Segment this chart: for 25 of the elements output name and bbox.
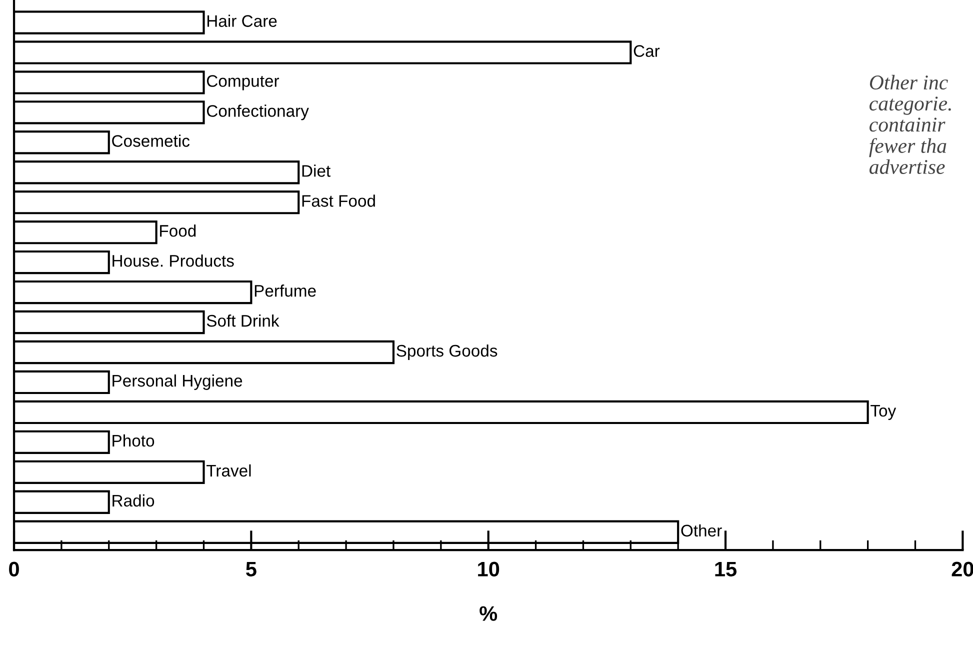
y-tick-label: Sports Goods [396,344,498,360]
x-axis-title: % [480,606,498,621]
y-tick-label: Personal Hygiene [112,374,242,390]
y-tick-label: Soft Drink [206,314,280,327]
y-tick-label: Toy [870,405,896,420]
y-tick-label: Perfume [254,284,316,297]
y-tick-label: Other [681,524,722,537]
y-tick-label: Radio [112,494,154,507]
y-tick-label: Travel [206,464,251,477]
y-tick-label: Confectionary [206,104,309,120]
y-tick-label: Computer [206,75,280,90]
x-tick-label: 0 [9,562,19,577]
y-tick-label: House. Products [112,254,234,267]
y-tick-label: Diet [302,164,330,177]
annotation: Other inc categorie. containir fewer tha advertise [869,74,951,174]
x-tick-label: 20 [952,562,973,577]
x-tick-label: 15 [715,562,737,577]
y-tick-label: Hair Care [207,14,277,27]
x-tick-label: 5 [246,562,256,577]
x-tick-label: 10 [478,562,500,577]
y-tick-label: Cosemetic [112,134,190,147]
y-tick-label: Car [634,45,660,57]
y-tick-label: Food [160,224,196,237]
y-tick-label: Fast Food [302,194,375,207]
y-tick-label: Photo [112,434,154,447]
